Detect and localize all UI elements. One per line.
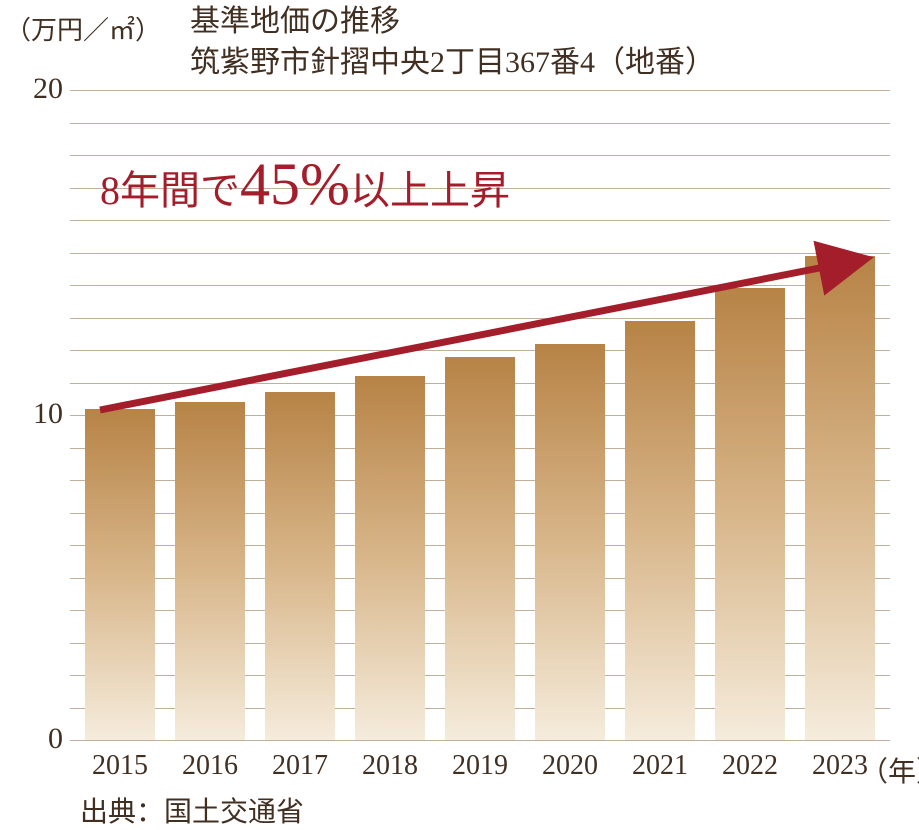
- callout-big: 45%: [240, 151, 350, 217]
- gridline: [70, 285, 890, 286]
- bar: [265, 392, 335, 740]
- source-label: 出典：国土交通省: [80, 790, 304, 830]
- y-tick-label: 20: [8, 72, 63, 106]
- chart-title-line2: 筑紫野市針摺中央2丁目367番4（地番）: [190, 43, 715, 84]
- x-tick-label: 2021: [615, 750, 705, 782]
- chart-title-line1: 基準地価の推移: [190, 2, 715, 43]
- gridline: [70, 253, 890, 254]
- gridline: [70, 90, 890, 91]
- land-price-bar-chart: （万円／㎡） 基準地価の推移 筑紫野市針摺中央2丁目367番4（地番） 8年間で…: [0, 0, 919, 829]
- bar: [445, 357, 515, 741]
- callout-prefix: 8年間で: [100, 168, 240, 213]
- gridline: [70, 123, 890, 124]
- bar: [715, 288, 785, 740]
- x-tick-label: 2015: [75, 750, 165, 782]
- bar: [625, 321, 695, 740]
- x-tick-label: 2019: [435, 750, 525, 782]
- y-tick-label: 0: [8, 722, 63, 756]
- chart-title: 基準地価の推移 筑紫野市針摺中央2丁目367番4（地番）: [190, 2, 715, 83]
- bar: [805, 256, 875, 740]
- callout-suffix: 以上上昇: [350, 168, 510, 213]
- y-axis-unit-label: （万円／㎡）: [5, 10, 161, 47]
- x-tick-label: 2018: [345, 750, 435, 782]
- x-tick-label: 2017: [255, 750, 345, 782]
- bar: [175, 402, 245, 740]
- gridline: [70, 740, 890, 741]
- y-tick-label: 10: [8, 397, 63, 431]
- bar: [85, 409, 155, 741]
- x-tick-label: 2020: [525, 750, 615, 782]
- bar: [535, 344, 605, 741]
- callout-text: 8年間で45%以上上昇: [100, 150, 510, 219]
- x-tick-label: 2016: [165, 750, 255, 782]
- bar: [355, 376, 425, 740]
- x-tick-label: 2022: [705, 750, 795, 782]
- x-axis-unit-label: （年）: [860, 750, 919, 790]
- gridline: [70, 220, 890, 221]
